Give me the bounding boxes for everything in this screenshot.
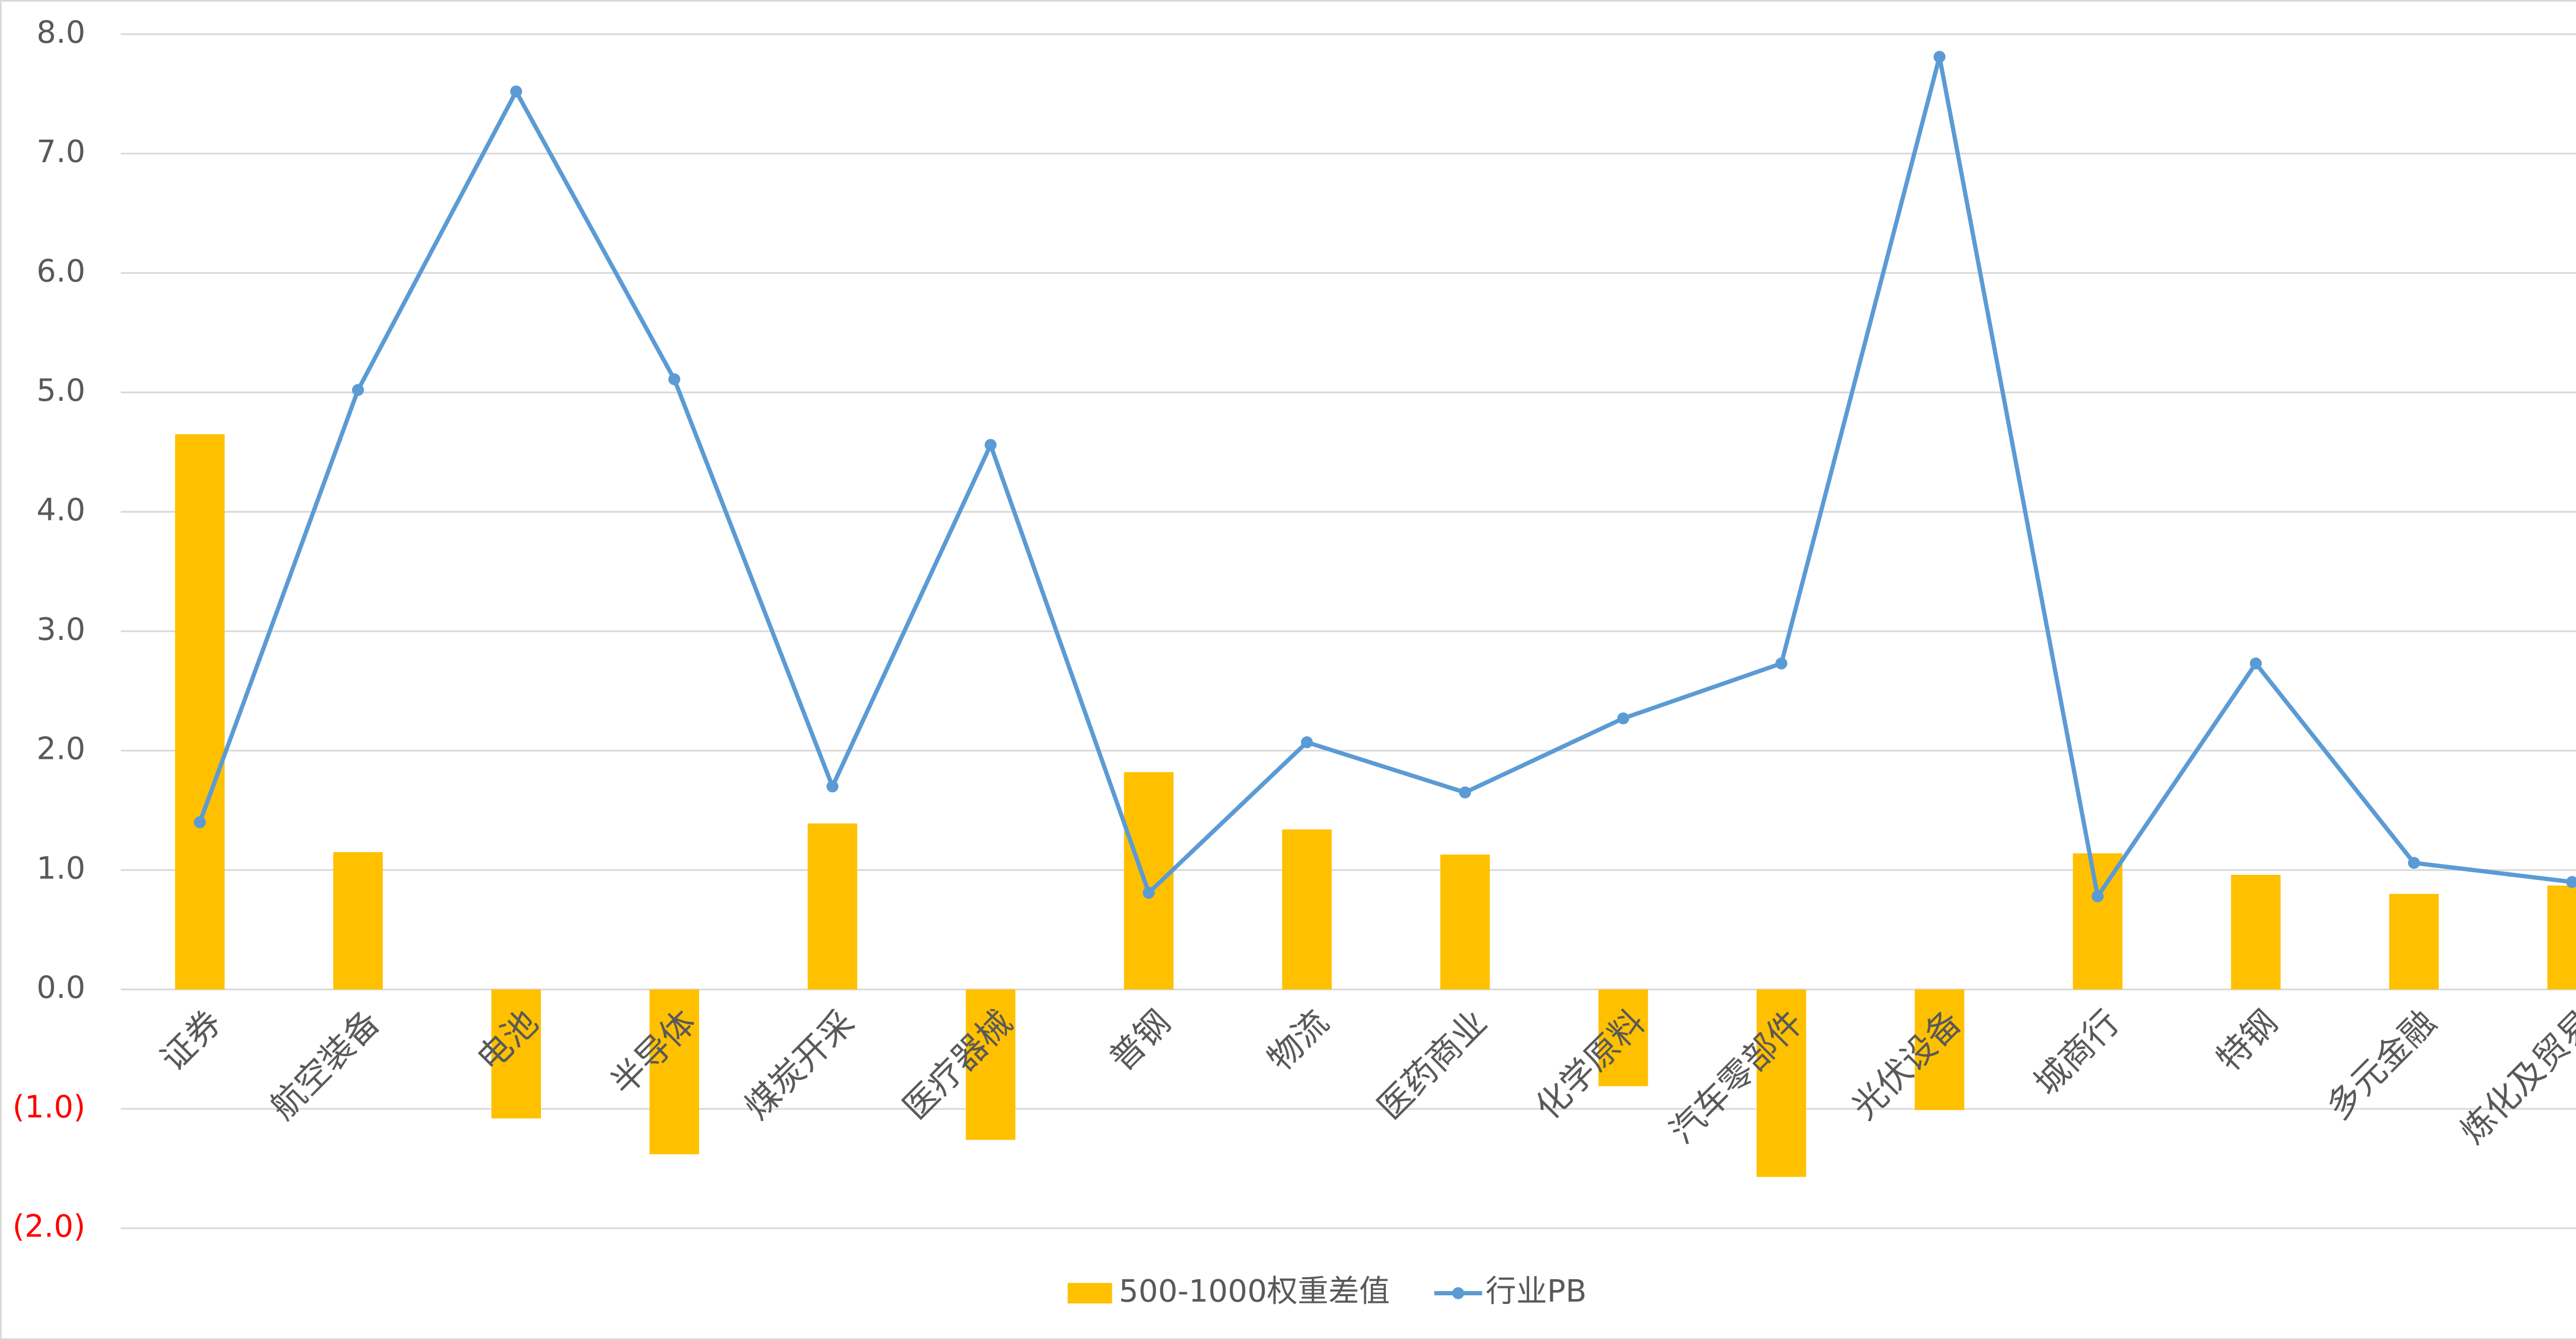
bar bbox=[333, 852, 383, 990]
bar bbox=[2389, 894, 2439, 990]
line-marker bbox=[1775, 657, 1788, 670]
y-tick-label: 6.0 bbox=[37, 253, 86, 289]
y-tick-label: 1.0 bbox=[37, 851, 86, 886]
bar bbox=[2231, 875, 2281, 990]
line-marker bbox=[1933, 50, 1946, 63]
line-marker bbox=[510, 85, 522, 98]
legend-swatch bbox=[1452, 1287, 1464, 1299]
bar bbox=[491, 989, 541, 1118]
line-marker bbox=[826, 780, 839, 793]
y-tick-label: 5.0 bbox=[37, 373, 86, 409]
bar bbox=[1124, 772, 1174, 990]
line-marker bbox=[352, 384, 364, 396]
y-tick-label: 8.0 bbox=[37, 15, 86, 50]
bar bbox=[2073, 853, 2123, 990]
y-tick-label: 4.0 bbox=[37, 493, 86, 528]
line bbox=[198, 55, 2572, 898]
y-tick-label: 0.0 bbox=[37, 970, 86, 1006]
legend-label: 500-1000权重差值 bbox=[1119, 1274, 1390, 1310]
bar bbox=[807, 823, 857, 990]
line-marker bbox=[2408, 857, 2420, 869]
bar bbox=[2547, 885, 2576, 990]
bar bbox=[1598, 989, 1648, 1087]
line-marker bbox=[668, 373, 681, 385]
line-marker bbox=[1459, 786, 1471, 799]
y-tick-label: 2.0 bbox=[37, 732, 86, 767]
line-marker bbox=[1617, 712, 1630, 725]
legend-swatch bbox=[1067, 1283, 1112, 1304]
line-marker bbox=[194, 816, 206, 828]
y-tick-label: (2.0) bbox=[12, 1209, 85, 1245]
line-marker bbox=[2249, 657, 2262, 670]
line-marker bbox=[1301, 736, 1313, 749]
bar bbox=[965, 989, 1015, 1140]
line-marker bbox=[985, 439, 997, 451]
legend-label: 行业PB bbox=[1485, 1274, 1586, 1310]
line-marker bbox=[2566, 876, 2576, 888]
line-marker bbox=[1143, 887, 1155, 899]
y-tick-label: 7.0 bbox=[37, 134, 86, 170]
bar bbox=[1440, 854, 1490, 990]
line-marker bbox=[2091, 890, 2104, 903]
y-tick-label: 3.0 bbox=[37, 612, 86, 648]
bar bbox=[649, 989, 699, 1155]
y-tick-label: (1.0) bbox=[12, 1090, 85, 1125]
bar bbox=[1282, 829, 1332, 990]
bar bbox=[1914, 989, 1964, 1110]
bar bbox=[175, 434, 225, 990]
bar bbox=[1756, 989, 1806, 1177]
